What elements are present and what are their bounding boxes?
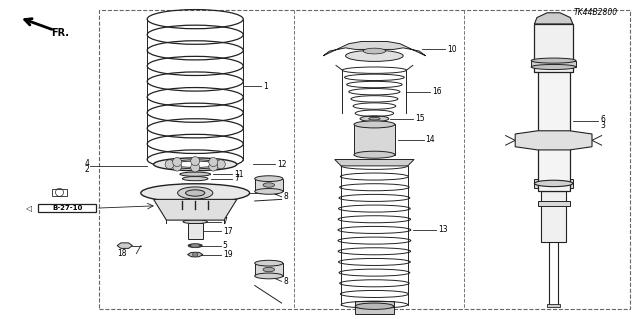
Text: B-27-10: B-27-10 <box>52 205 83 211</box>
Text: 1: 1 <box>263 82 268 91</box>
Ellipse shape <box>191 244 199 247</box>
Ellipse shape <box>141 184 250 202</box>
Circle shape <box>191 163 200 172</box>
Circle shape <box>193 252 198 257</box>
Ellipse shape <box>534 180 573 187</box>
Ellipse shape <box>180 172 211 176</box>
Bar <box>188 223 203 239</box>
Text: 18: 18 <box>117 249 126 258</box>
Ellipse shape <box>364 48 385 54</box>
Ellipse shape <box>346 50 403 61</box>
Text: 6: 6 <box>600 115 605 124</box>
Text: 11: 11 <box>234 170 244 179</box>
Text: ◁: ◁ <box>26 204 32 213</box>
Bar <box>355 301 394 314</box>
Polygon shape <box>515 131 592 150</box>
Ellipse shape <box>255 260 283 266</box>
Ellipse shape <box>531 64 576 70</box>
Bar <box>534 24 573 72</box>
Ellipse shape <box>531 58 576 63</box>
Ellipse shape <box>354 121 395 128</box>
Circle shape <box>191 157 200 166</box>
Ellipse shape <box>355 303 394 309</box>
Bar <box>538 70 570 191</box>
Text: 9: 9 <box>274 189 279 197</box>
Bar <box>547 304 560 307</box>
Circle shape <box>173 158 182 167</box>
Text: 7: 7 <box>223 217 228 226</box>
Ellipse shape <box>154 158 237 171</box>
Bar <box>354 124 395 155</box>
Ellipse shape <box>255 189 283 194</box>
Polygon shape <box>335 160 414 166</box>
Text: 14: 14 <box>426 135 435 144</box>
Bar <box>52 189 67 196</box>
Text: 8: 8 <box>284 277 288 286</box>
Circle shape <box>209 158 218 167</box>
Text: 2: 2 <box>85 165 90 174</box>
Bar <box>531 61 576 67</box>
Ellipse shape <box>354 151 395 158</box>
Bar <box>255 179 283 191</box>
Text: FR.: FR. <box>51 28 69 39</box>
Ellipse shape <box>188 244 202 248</box>
Polygon shape <box>117 243 132 249</box>
Polygon shape <box>188 252 203 257</box>
Bar <box>255 263 283 276</box>
Ellipse shape <box>255 273 283 279</box>
Ellipse shape <box>186 190 205 196</box>
Ellipse shape <box>263 267 275 272</box>
Ellipse shape <box>166 160 224 169</box>
Text: 8: 8 <box>284 192 288 201</box>
Text: 13: 13 <box>438 225 448 234</box>
Circle shape <box>216 160 225 169</box>
Text: 7: 7 <box>234 174 239 183</box>
Ellipse shape <box>369 117 380 120</box>
Ellipse shape <box>182 177 208 181</box>
Text: 3: 3 <box>600 121 605 130</box>
Text: 19: 19 <box>223 250 232 259</box>
Ellipse shape <box>360 116 388 122</box>
Bar <box>99 10 630 309</box>
Text: 4: 4 <box>84 159 90 168</box>
Circle shape <box>173 162 182 171</box>
Text: 10: 10 <box>447 45 456 54</box>
Polygon shape <box>154 199 237 220</box>
Ellipse shape <box>183 220 207 224</box>
Ellipse shape <box>263 183 275 187</box>
Polygon shape <box>534 13 573 24</box>
Text: TK44B2800: TK44B2800 <box>573 8 618 17</box>
Bar <box>38 204 96 212</box>
Bar <box>541 191 566 242</box>
Ellipse shape <box>255 176 283 182</box>
Circle shape <box>165 160 174 169</box>
Text: 15: 15 <box>415 114 424 123</box>
Bar <box>534 179 573 188</box>
Text: 12: 12 <box>277 160 287 169</box>
Circle shape <box>209 162 218 171</box>
Ellipse shape <box>178 187 212 199</box>
Text: 16: 16 <box>432 87 442 96</box>
Text: 5: 5 <box>223 241 228 250</box>
Text: 17: 17 <box>223 227 232 236</box>
Polygon shape <box>323 41 426 56</box>
Bar <box>538 201 570 206</box>
